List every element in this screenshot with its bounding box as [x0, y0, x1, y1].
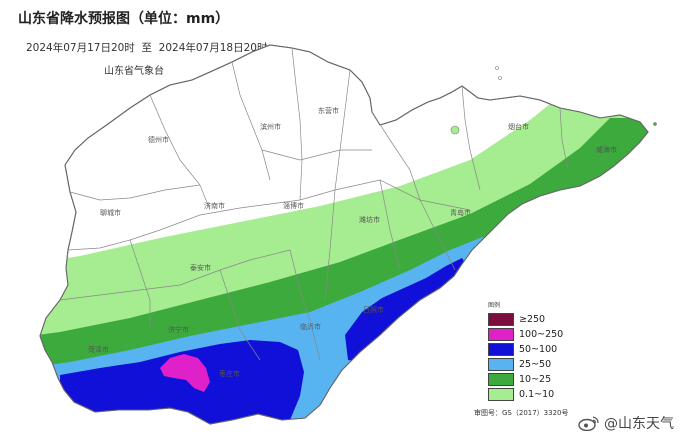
map-review-number: 审图号：GS（2017）3320号	[474, 409, 569, 417]
legend-label: 50~100	[519, 344, 558, 355]
city-label-taian: 泰安市	[190, 263, 211, 272]
legend-swatch	[488, 343, 514, 356]
rain-band-100-250	[160, 354, 210, 392]
legend-item: ≥250	[488, 312, 563, 327]
city-label-dongying: 东营市	[318, 106, 339, 115]
legend-item: 100~250	[488, 327, 563, 342]
city-label-jining: 济宁市	[168, 325, 189, 334]
island	[495, 66, 499, 70]
city-label-rizhao: 日照市	[363, 305, 384, 314]
island	[498, 76, 502, 80]
city-label-weifang: 潍坊市	[359, 215, 380, 224]
map-title: 山东省降水预报图（单位：mm）	[18, 11, 230, 27]
legend-swatch	[488, 388, 514, 401]
legend-swatch	[488, 328, 514, 341]
legend-label: 10~25	[519, 374, 552, 385]
legend-item: 10~25	[488, 372, 563, 387]
city-label-liaocheng: 聊城市	[100, 208, 121, 217]
map-legend: 图例 ≥250 100~250 50~100 25~50 10~25 0.1~1…	[488, 300, 563, 402]
legend-label: 25~50	[519, 359, 552, 370]
legend-label: ≥250	[519, 314, 546, 325]
legend-label: 0.1~10	[519, 389, 555, 400]
city-label-jinan: 济南市	[204, 201, 225, 210]
legend-swatch	[488, 373, 514, 386]
issuing-agency: 山东省气象台	[104, 66, 164, 77]
city-label-linyi: 临沂市	[300, 322, 321, 331]
legend-item: 0.1~10	[488, 387, 563, 402]
city-label-weihai: 威海市	[596, 145, 617, 154]
island	[653, 122, 657, 126]
city-label-heze: 菏泽市	[88, 345, 109, 354]
legend-label: 100~250	[519, 329, 564, 340]
watermark: @山东天气	[578, 413, 674, 433]
legend-item: 50~100	[488, 342, 563, 357]
city-label-zaozhuang: 枣庄市	[219, 369, 240, 378]
city-label-binzhou: 滨州市	[260, 122, 281, 131]
city-label-yantai: 烟台市	[508, 122, 529, 131]
rain-band-50-100-southwest	[60, 340, 304, 424]
watermark-text: @山东天气	[604, 416, 674, 432]
city-label-dezhou: 德州市	[148, 135, 169, 144]
city-boundaries	[59, 47, 569, 361]
legend-swatch	[488, 358, 514, 371]
city-label-zibo: 淄博市	[283, 201, 304, 210]
city-label-qingdao: 青岛市	[450, 208, 471, 217]
weibo-logo-icon	[578, 416, 599, 431]
legend-swatch	[488, 313, 514, 326]
forecast-period: 2024年07月17日20时 至 2024年07月18日20时	[26, 42, 268, 54]
legend-item: 25~50	[488, 357, 563, 372]
legend-heading: 图例	[488, 302, 501, 309]
island	[450, 125, 460, 135]
